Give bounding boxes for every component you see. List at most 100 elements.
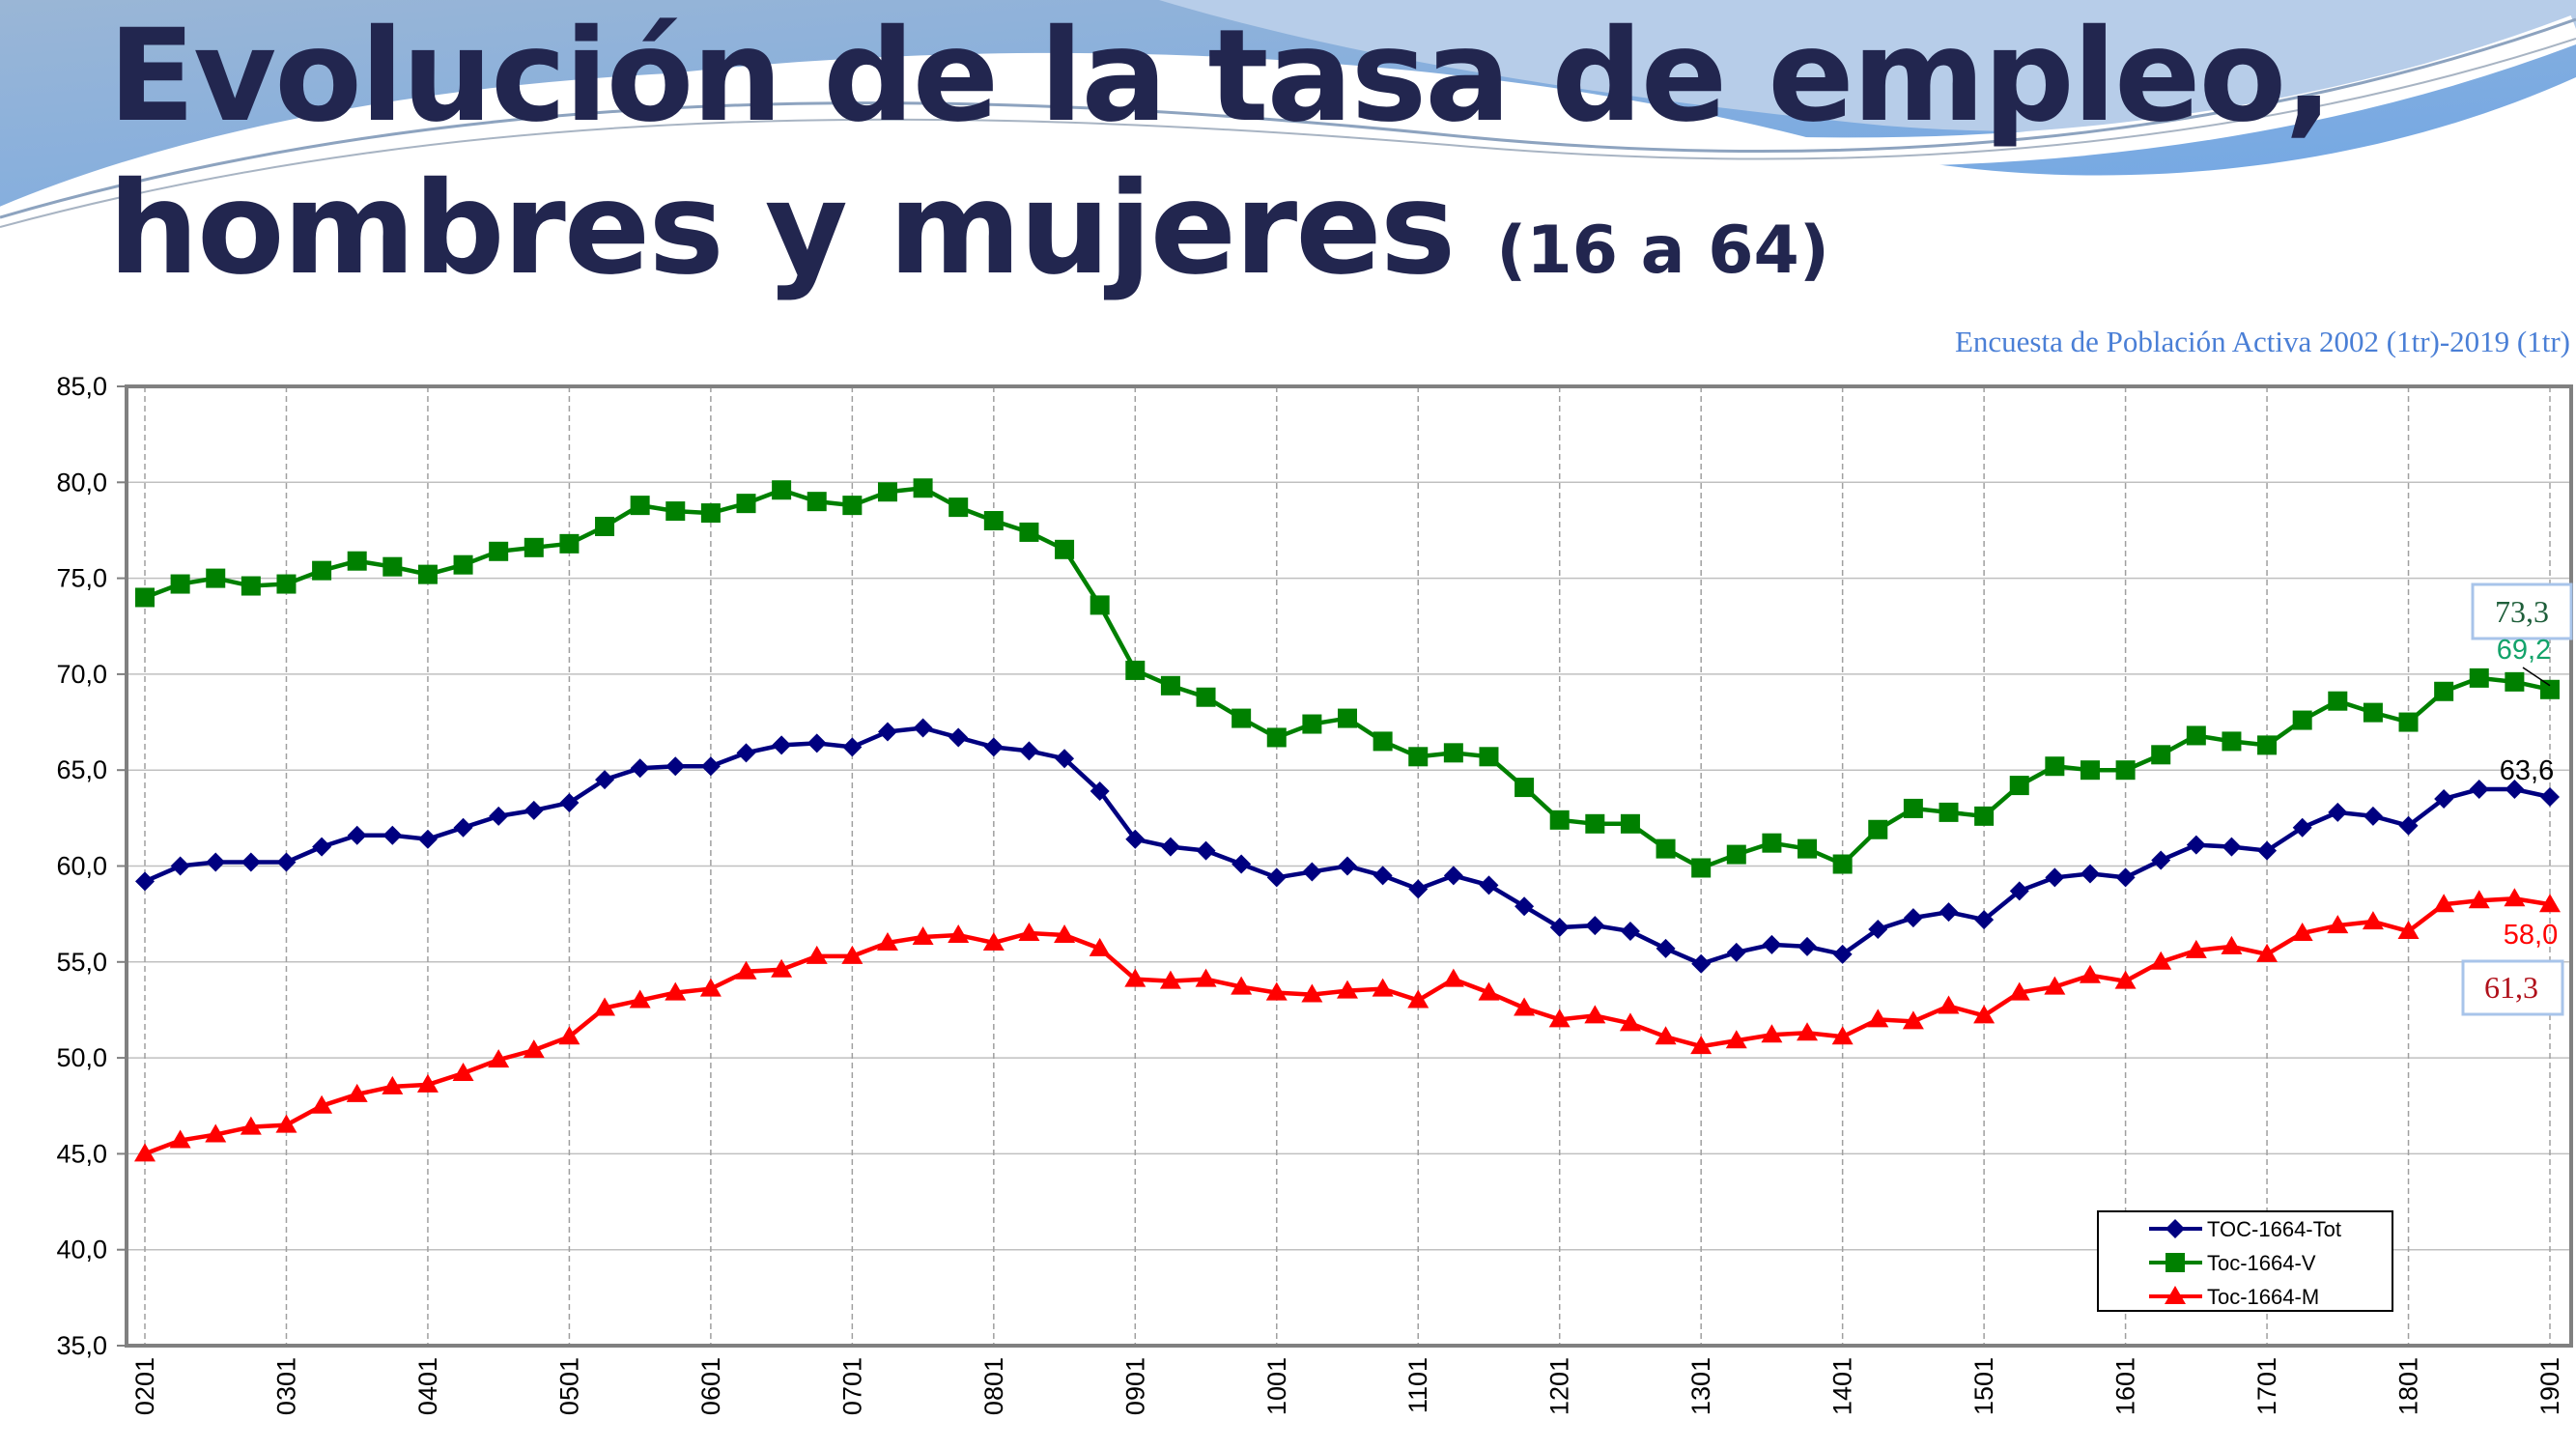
data-point [736, 494, 756, 514]
legend-label: Toc-1664-M [2207, 1285, 2319, 1309]
data-point [1196, 840, 1216, 861]
data-point [1231, 976, 1253, 995]
data-point [2080, 760, 2100, 781]
data-point [2115, 760, 2136, 781]
data-point [1442, 968, 1464, 987]
data-point [276, 852, 297, 872]
title-main-text: hombres y mujeres [108, 155, 1456, 303]
data-point [1301, 983, 1323, 1003]
data-point [1266, 727, 1287, 748]
data-point [240, 1116, 262, 1135]
data-point [1620, 813, 1640, 834]
data-point [1338, 708, 1357, 728]
data-point [1195, 968, 1217, 987]
y-tick-label: 40,0 [56, 1236, 107, 1264]
data-point [2539, 894, 2561, 913]
data-point [1762, 934, 1782, 954]
data-point [982, 931, 1005, 951]
data-point [382, 1075, 404, 1094]
data-point [523, 1039, 545, 1059]
data-point [2008, 981, 2030, 1001]
data-point [2009, 776, 2029, 796]
data-point [1019, 522, 1039, 542]
data-point [1443, 866, 1463, 886]
data-point [1443, 743, 1463, 763]
x-tick-label: 0401 [413, 1357, 442, 1415]
x-tick-label: 1601 [2111, 1357, 2140, 1415]
data-point [312, 837, 332, 857]
x-tick-label: 0201 [130, 1357, 159, 1415]
data-point [736, 743, 756, 763]
x-tick-label: 1901 [2535, 1357, 2564, 1415]
title-line-1: Evolución de la tasa de empleo, [108, 2, 2333, 151]
data-point [2540, 679, 2560, 699]
data-point [1196, 687, 1216, 707]
x-tick-label: 0901 [1120, 1357, 1149, 1415]
data-point [665, 756, 686, 777]
data-point [2291, 923, 2313, 942]
x-tick-label: 0801 [979, 1357, 1008, 1415]
annotation-box [2471, 582, 2573, 640]
data-point [983, 511, 1004, 531]
data-point [699, 978, 722, 997]
data-point [1761, 1024, 1783, 1043]
x-tick-label: 1801 [2394, 1357, 2423, 1415]
data-point [1373, 731, 1393, 752]
data-point [1620, 922, 1640, 942]
data-point [1018, 923, 1040, 942]
data-point [1868, 920, 1888, 940]
x-tick-label: 1301 [1686, 1357, 1715, 1415]
annotation-box [2461, 959, 2564, 1016]
legend-swatch-marker [2165, 1286, 2186, 1304]
data-point [1832, 854, 1853, 874]
data-point [1655, 1026, 1677, 1045]
data-point [629, 989, 651, 1009]
data-point [1372, 978, 1394, 997]
y-tick-label: 60,0 [56, 852, 107, 881]
data-point [630, 496, 650, 516]
data-point [453, 817, 473, 838]
x-tick-label: 1001 [1262, 1357, 1291, 1415]
data-point [772, 735, 792, 755]
data-point [452, 1062, 474, 1081]
data-point [1867, 1009, 1889, 1028]
data-point [1903, 798, 1923, 818]
data-point [2433, 894, 2455, 913]
data-point [1903, 908, 1923, 928]
data-point [2468, 890, 2490, 909]
data-point [842, 737, 863, 757]
data-point [2469, 668, 2489, 688]
data-point [1973, 1005, 1996, 1024]
data-point [1337, 980, 1358, 999]
annotation-label: 58,0 [2504, 920, 2558, 951]
data-point [2292, 710, 2312, 730]
data-point [1089, 937, 1111, 956]
data-point [1762, 833, 1782, 853]
data-point [453, 554, 473, 575]
data-point [1726, 844, 1746, 865]
data-point [1479, 747, 1499, 767]
data-point [700, 756, 721, 777]
data-point [2505, 671, 2525, 692]
data-point [1549, 810, 1570, 830]
data-point [1656, 838, 1676, 859]
data-point [489, 541, 509, 561]
data-point [170, 574, 190, 594]
data-point [2469, 780, 2489, 800]
data-point [2009, 881, 2029, 901]
data-point [771, 958, 793, 978]
data-point [1373, 866, 1393, 886]
annotation-label: 73,3 [2495, 594, 2549, 629]
data-point [735, 960, 757, 980]
data-point [2222, 837, 2242, 857]
data-point [2045, 756, 2065, 777]
header-wave-background [0, 0, 2576, 236]
data-point [1831, 1026, 1854, 1045]
data-point [1798, 838, 1818, 859]
data-point [488, 1049, 510, 1068]
data-point [2186, 835, 2206, 855]
data-point [275, 1114, 297, 1133]
data-point [630, 758, 650, 779]
data-point [1974, 806, 1995, 826]
data-point [2151, 745, 2171, 765]
